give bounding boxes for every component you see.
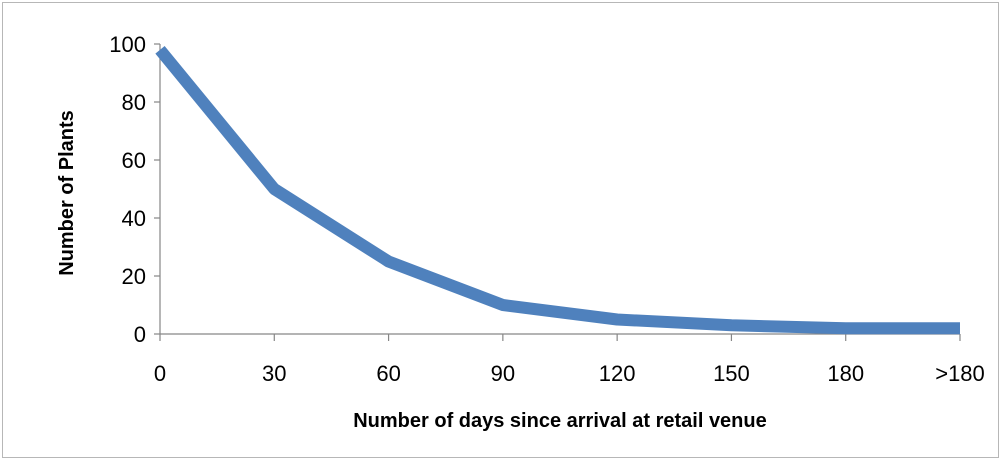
- y-tick-labels: 0 20 40 60 80 100: [109, 32, 146, 347]
- x-axis-title: Number of days since arrival at retail v…: [353, 410, 767, 432]
- x-tick-label: 90: [491, 361, 515, 386]
- y-tick-label: 60: [122, 148, 146, 173]
- chart: 0 20 40 60 80 100 0 30 60 90 120 150 180 >180 Number…: [3, 3, 1000, 459]
- y-tick-label: 100: [109, 32, 146, 57]
- x-tick-label: 180: [827, 361, 864, 386]
- x-tick-label: >180: [935, 361, 985, 386]
- y-tick-label: 80: [122, 90, 146, 115]
- x-tick-label: 30: [262, 361, 286, 386]
- series-line: [160, 50, 960, 328]
- x-tick-label: 0: [154, 361, 166, 386]
- x-tick-labels: 0 30 60 90 120 150 180 >180: [154, 361, 985, 386]
- x-axis: [160, 334, 960, 341]
- x-tick-label: 120: [599, 361, 636, 386]
- x-tick-label: 60: [376, 361, 400, 386]
- y-axis-title: Number of Plants: [56, 110, 78, 276]
- x-tick-label: 150: [713, 361, 750, 386]
- series-group: [160, 50, 960, 329]
- y-axis: [154, 44, 160, 334]
- chart-frame: 0 20 40 60 80 100 0 30 60 90 120 150 180 >180 Number…: [2, 2, 999, 458]
- y-tick-label: 0: [134, 322, 146, 347]
- y-tick-label: 20: [122, 264, 146, 289]
- y-tick-label: 40: [122, 206, 146, 231]
